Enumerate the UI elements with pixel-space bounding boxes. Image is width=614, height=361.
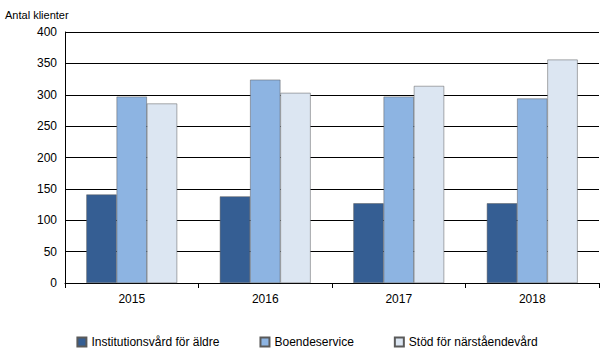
svg-text:2015: 2015 (118, 292, 145, 306)
svg-text:150: 150 (37, 182, 57, 196)
svg-text:2018: 2018 (519, 292, 546, 306)
svg-text:Antal klienter: Antal klienter (5, 9, 69, 21)
svg-text:200: 200 (37, 151, 57, 165)
svg-text:350: 350 (37, 56, 57, 70)
svg-text:400: 400 (37, 25, 57, 39)
svg-text:300: 300 (37, 88, 57, 102)
svg-text:Boendeservice: Boendeservice (274, 335, 354, 349)
svg-text:2016: 2016 (252, 292, 279, 306)
svg-text:0: 0 (50, 276, 57, 290)
svg-text:50: 50 (44, 245, 58, 259)
svg-text:Institutionsvård för äldre: Institutionsvård för äldre (91, 335, 219, 349)
svg-text:100: 100 (37, 213, 57, 227)
svg-text:250: 250 (37, 119, 57, 133)
svg-text:2017: 2017 (385, 292, 412, 306)
svg-text:Stöd för närståendevård: Stöd för närståendevård (409, 335, 538, 349)
